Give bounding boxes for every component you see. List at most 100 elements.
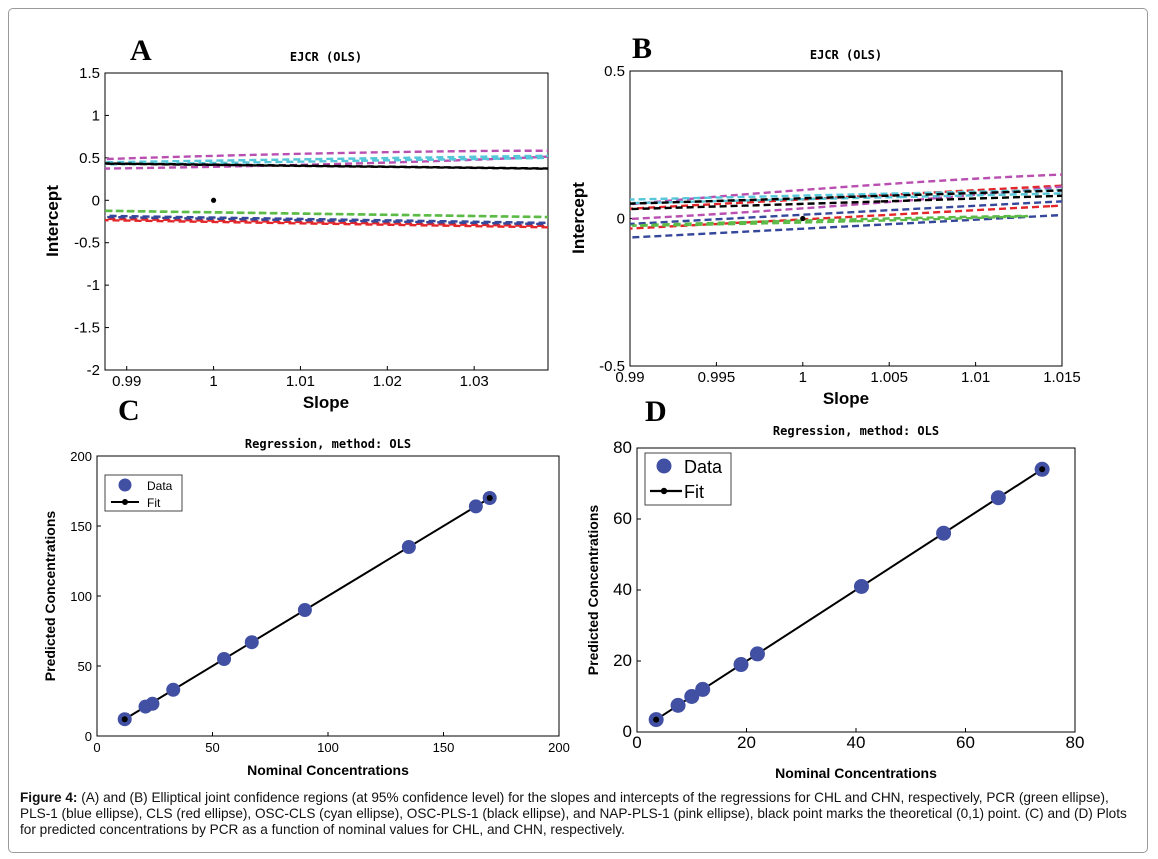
panel-letter-b: B bbox=[632, 32, 652, 65]
panel-c-data-point bbox=[401, 540, 416, 554]
panel-d-y-ticks: 0 20 40 60 80 bbox=[613, 438, 641, 741]
panel-c-x-tick-label: 0 bbox=[93, 740, 100, 755]
panel-a-ellipse-osc-cls bbox=[105, 154, 548, 166]
panel-a: A EJCR (OLS) 0.99 1 1.01 1.02 1.03 1.5 1 0.5 0 -… bbox=[43, 34, 549, 412]
panel-d-data-point bbox=[733, 657, 749, 673]
panel-d-y-tick-label: 80 bbox=[613, 438, 632, 457]
panel-b-x-tick-label: 0.99 bbox=[615, 369, 644, 386]
panel-a-y-ticks: 1.5 1 0.5 0 -0.5 -1 -1.5 -2 bbox=[74, 65, 109, 379]
panel-c-x-tick-label: 50 bbox=[205, 740, 219, 755]
panel-b-x-tick-label: 0.995 bbox=[698, 369, 736, 386]
panel-a-x-tick-label: 1.01 bbox=[286, 373, 315, 390]
panel-a-x-tick-label: 1.03 bbox=[460, 373, 489, 390]
panel-c-legend-box bbox=[104, 474, 183, 512]
panel-b-y-tick-label: 0 bbox=[617, 211, 625, 228]
panel-a-y-tick-label: -1 bbox=[87, 277, 100, 294]
panel-c-series bbox=[117, 491, 497, 727]
panel-b-x-ticks: 0.99 0.995 1 1.005 1.01 1.015 bbox=[615, 362, 1081, 386]
panel-c-data-point bbox=[468, 499, 483, 514]
panel-b-x-tick-label: 1 bbox=[799, 369, 807, 386]
panel-letter-a: A bbox=[130, 34, 152, 67]
panel-d-x-tick-label: 80 bbox=[1066, 733, 1085, 752]
panel-a-y-tick-label: 1.5 bbox=[79, 65, 100, 82]
panel-a-y-tick-label: 1 bbox=[92, 107, 100, 124]
panel-c-x-label: Nominal Concentrations bbox=[247, 762, 409, 778]
panel-c-y-ticks: 0 50 100 150 200 bbox=[70, 449, 101, 744]
panel-c-fit-marker bbox=[486, 495, 493, 501]
panel-b-y-tick-label: -0.5 bbox=[599, 358, 625, 375]
panel-c-x-tick-label: 200 bbox=[548, 740, 570, 755]
panel-b-x-tick-label: 1.005 bbox=[870, 369, 908, 386]
panel-letter-c: C bbox=[118, 394, 140, 427]
panel-b-ellipses bbox=[630, 173, 1062, 239]
panel-a-title: EJCR (OLS) bbox=[290, 50, 362, 64]
panel-b-x-label: Slope bbox=[823, 389, 869, 408]
panel-a-x-tick-label: 1 bbox=[209, 373, 217, 390]
figure-frame bbox=[8, 8, 1148, 853]
panel-d-data-point bbox=[684, 689, 700, 704]
panel-d-data-point bbox=[990, 490, 1006, 506]
panel-a-y-tick-label: 0 bbox=[92, 192, 100, 209]
panel-d-x-tick-label: 40 bbox=[847, 733, 866, 752]
panel-c-data-point bbox=[217, 652, 232, 666]
panel-d-x-tick-label: 60 bbox=[956, 733, 975, 752]
panel-c-data-point bbox=[297, 603, 312, 617]
panel-d-y-tick-label: 20 bbox=[613, 651, 632, 670]
panel-b-theoretical-point-group bbox=[800, 215, 806, 222]
panel-d-legend-data-marker bbox=[656, 458, 672, 474]
panel-c-data-point bbox=[145, 696, 160, 711]
panel-a-y-tick-label: 0.5 bbox=[79, 150, 100, 167]
panel-a-y-tick-label: -2 bbox=[87, 362, 100, 379]
panel-d-fit-marker bbox=[653, 716, 660, 723]
figure-caption: Figure 4: (A) and (B) Elliptical joint c… bbox=[20, 790, 1138, 838]
panel-c-y-label: Predicted Concentrations bbox=[42, 511, 58, 682]
panel-b-y-tick-label: 0.5 bbox=[604, 63, 625, 80]
panel-b-title: EJCR (OLS) bbox=[810, 48, 882, 62]
panel-c-data-point bbox=[244, 635, 259, 650]
panel-c-data-point bbox=[166, 682, 181, 697]
panel-c-legend-data-label: Data bbox=[147, 479, 173, 493]
panel-d: D Regression, method: OLS 0 20 40 60 80 0 20 4… bbox=[585, 395, 1084, 781]
panel-c-x-tick-label: 150 bbox=[433, 740, 455, 755]
panel-c-x-ticks: 0 50 100 150 200 bbox=[93, 732, 570, 755]
panel-a-ellipse-nap-pls-1 bbox=[105, 149, 548, 170]
panel-d-data-point bbox=[749, 646, 765, 662]
panel-d-legend: Data Fit bbox=[644, 452, 732, 506]
panel-c-y-tick-label: 100 bbox=[70, 589, 92, 604]
panel-b-ellipse-pls-1 bbox=[630, 200, 1062, 239]
panel-a-x-tick-label: 0.99 bbox=[112, 373, 141, 390]
caption-label: Figure 4: bbox=[20, 790, 78, 805]
panel-b-y-ticks: 0.5 0 -0.5 bbox=[599, 63, 634, 375]
panel-d-data-point bbox=[695, 681, 711, 697]
panel-a-ellipses bbox=[105, 149, 548, 229]
panel-d-y-tick-label: 0 bbox=[623, 722, 632, 741]
panel-d-data-point bbox=[936, 525, 952, 541]
panel-c-y-tick-label: 0 bbox=[85, 729, 92, 744]
panel-b: B EJCR (OLS) 0.99 0.995 1 1.005 1.01 1.015 0.… bbox=[569, 32, 1081, 408]
panel-d-series bbox=[648, 461, 1050, 728]
panel-d-y-label: Predicted Concentrations bbox=[585, 505, 601, 676]
panel-b-x-tick-label: 1.01 bbox=[961, 369, 990, 386]
caption-text: (A) and (B) Elliptical joint confidence … bbox=[20, 790, 1127, 837]
panel-a-theoretical-point-group bbox=[210, 197, 217, 203]
panel-c-fit-marker bbox=[121, 716, 128, 723]
panel-a-x-label: Slope bbox=[303, 393, 349, 412]
panel-d-legend-fit-label: Fit bbox=[684, 482, 704, 502]
panel-d-data-point bbox=[853, 578, 869, 594]
panel-b-x-tick-label: 1.015 bbox=[1043, 369, 1081, 386]
panel-d-data-point bbox=[670, 697, 686, 713]
panel-b-ellipse-pcr bbox=[630, 214, 1029, 227]
panel-b-theoretical-point bbox=[800, 215, 806, 222]
panel-d-title: Regression, method: OLS bbox=[773, 424, 939, 438]
panel-d-legend-fit-marker bbox=[660, 487, 668, 495]
panel-c-legend-fit-label: Fit bbox=[147, 496, 161, 510]
panel-b-y-label: Intercept bbox=[569, 182, 588, 254]
panel-c-x-tick-label: 100 bbox=[317, 740, 339, 755]
panel-d-x-tick-label: 0 bbox=[632, 733, 641, 752]
panel-d-x-label: Nominal Concentrations bbox=[775, 765, 937, 781]
panel-b-ellipse-osc-pls-1 bbox=[630, 189, 1062, 211]
panel-a-theoretical-point bbox=[210, 197, 217, 203]
panel-d-fit-line bbox=[655, 468, 1043, 721]
panel-a-y-tick-label: -1.5 bbox=[74, 320, 100, 337]
